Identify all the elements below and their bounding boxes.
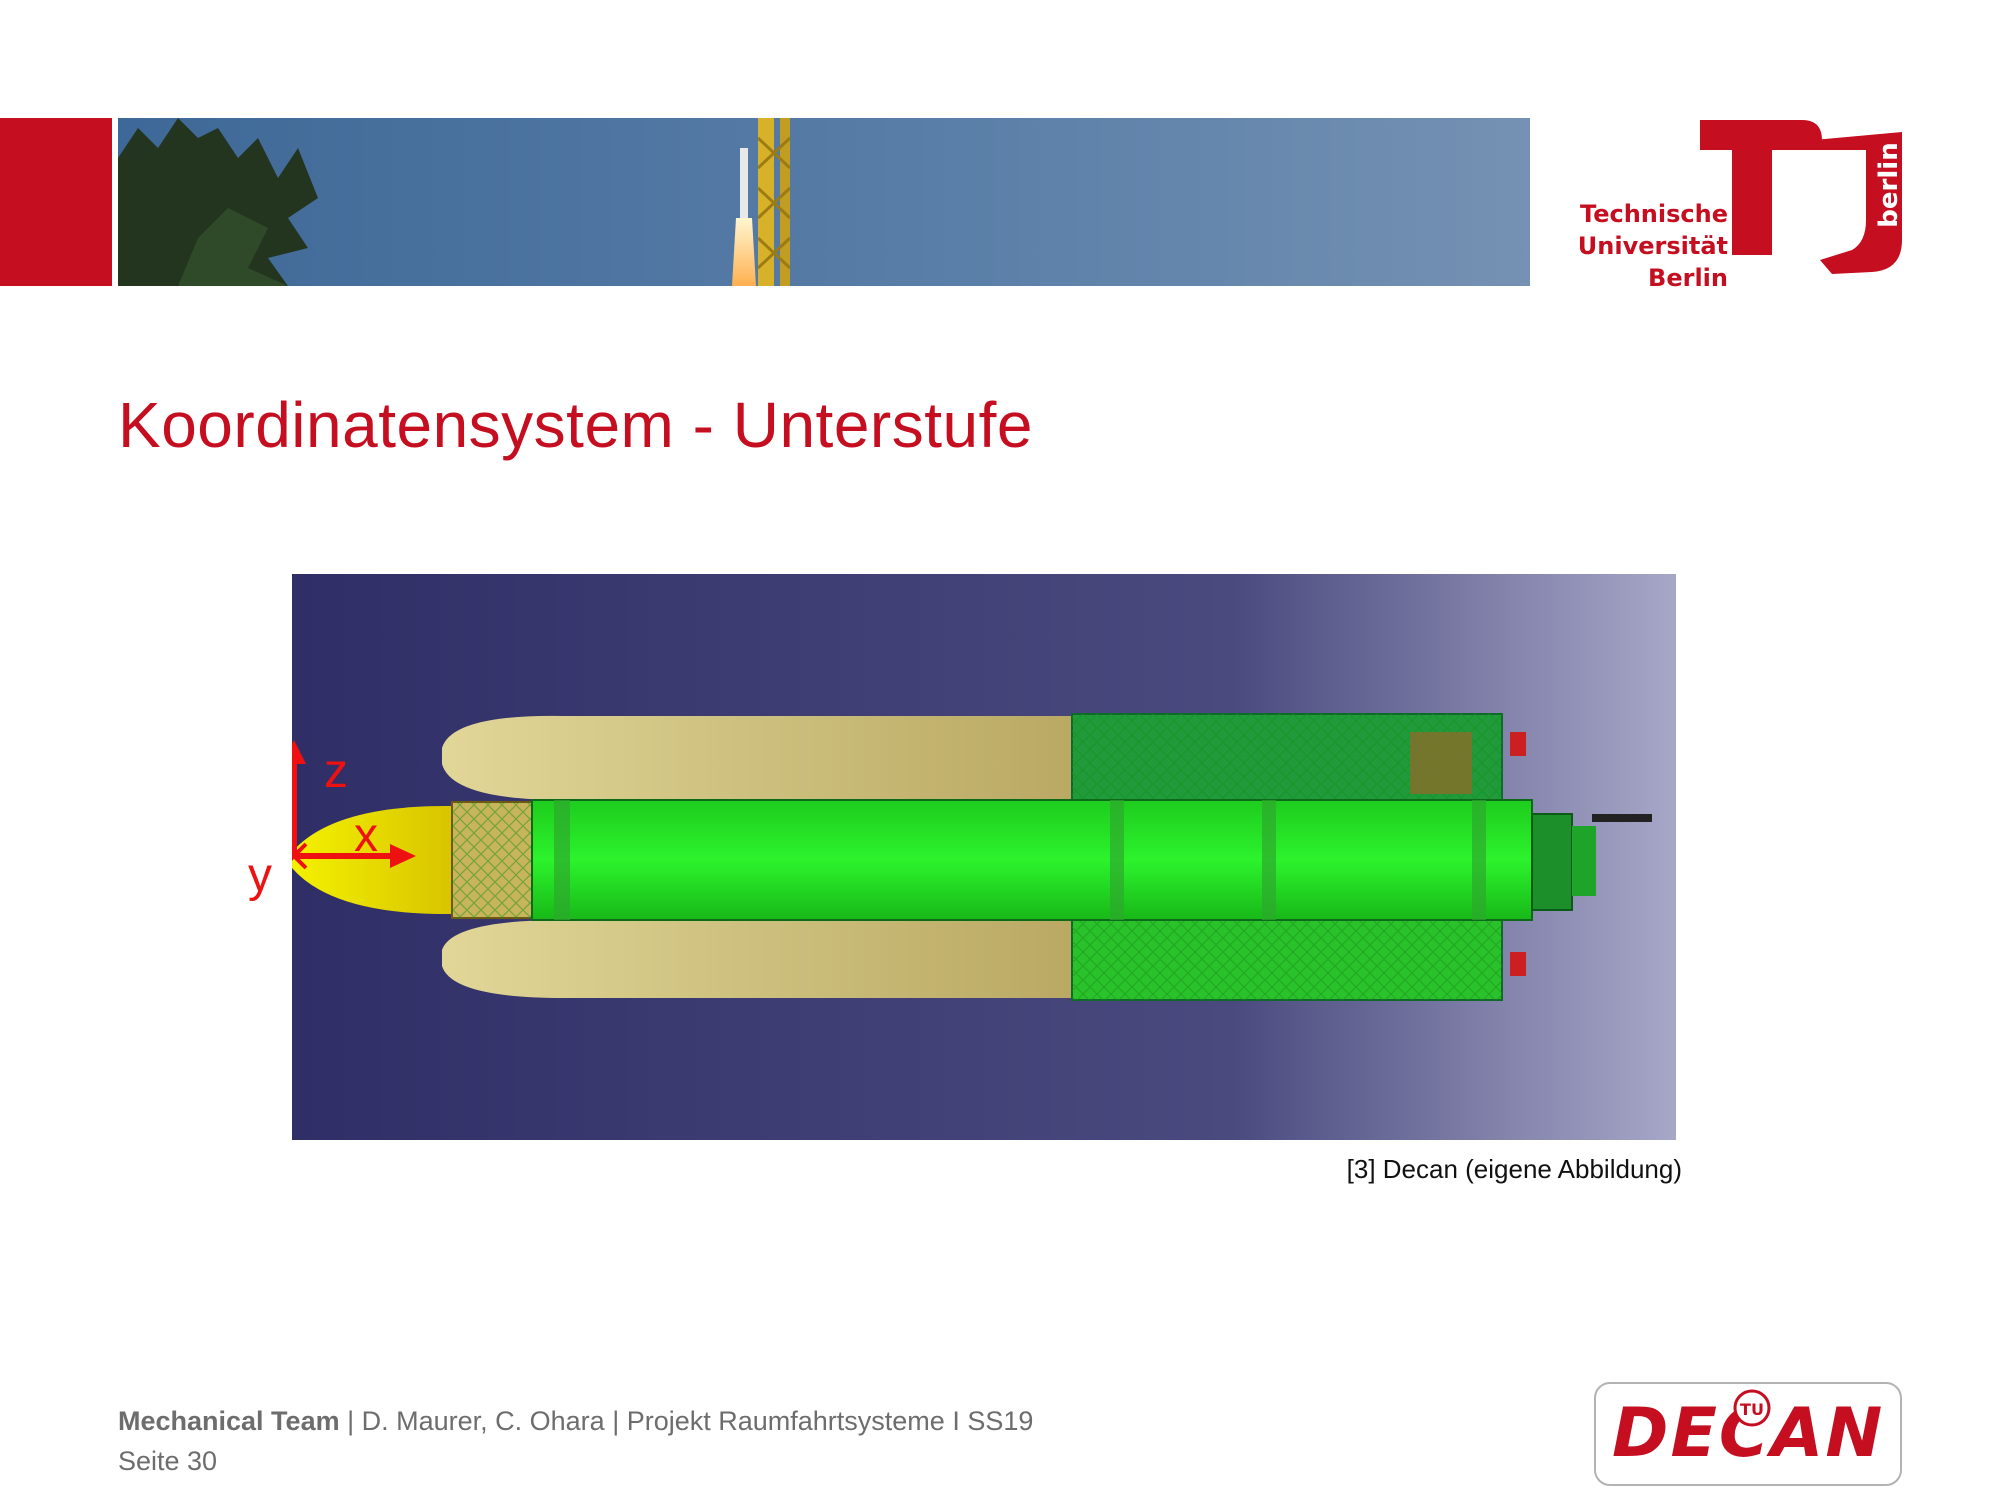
tu-university-line-3: Berlin — [1648, 264, 1728, 292]
figure-caption: [3] Decan (eigene Abbildung) — [1346, 1154, 1682, 1184]
header-banner-image — [118, 118, 1530, 286]
axis-label-z: z — [324, 745, 348, 798]
tu-mini-label: TU — [1740, 1400, 1764, 1419]
slide-title: Koordinatensystem - Unterstufe — [118, 389, 1033, 461]
tu-university-line-1: Technische — [1580, 200, 1728, 228]
decan-logo: DECAN TU — [1594, 1382, 1902, 1486]
tu-university-line-2: Universität — [1577, 232, 1728, 260]
footer-team: Mechanical Team — [118, 1406, 340, 1436]
tu-berlin-badge: berlin — [1874, 142, 1904, 228]
page-number: Seite 30 — [118, 1446, 218, 1476]
footer-authors: | D. Maurer, C. Ohara | Projekt Raumfahr… — [339, 1406, 1034, 1436]
rocket-figure — [292, 574, 1676, 1140]
tu-mini-icon: TU — [1733, 1389, 1771, 1427]
header-red-block — [0, 118, 112, 286]
axis-label-x: x — [354, 809, 378, 862]
axis-label-y: y — [248, 849, 272, 902]
footer-credits: Mechanical Team | D. Maurer, C. Ohara | … — [118, 1406, 1033, 1437]
tu-berlin-logo: Technische Universität Berlin berlin — [1578, 110, 1904, 300]
